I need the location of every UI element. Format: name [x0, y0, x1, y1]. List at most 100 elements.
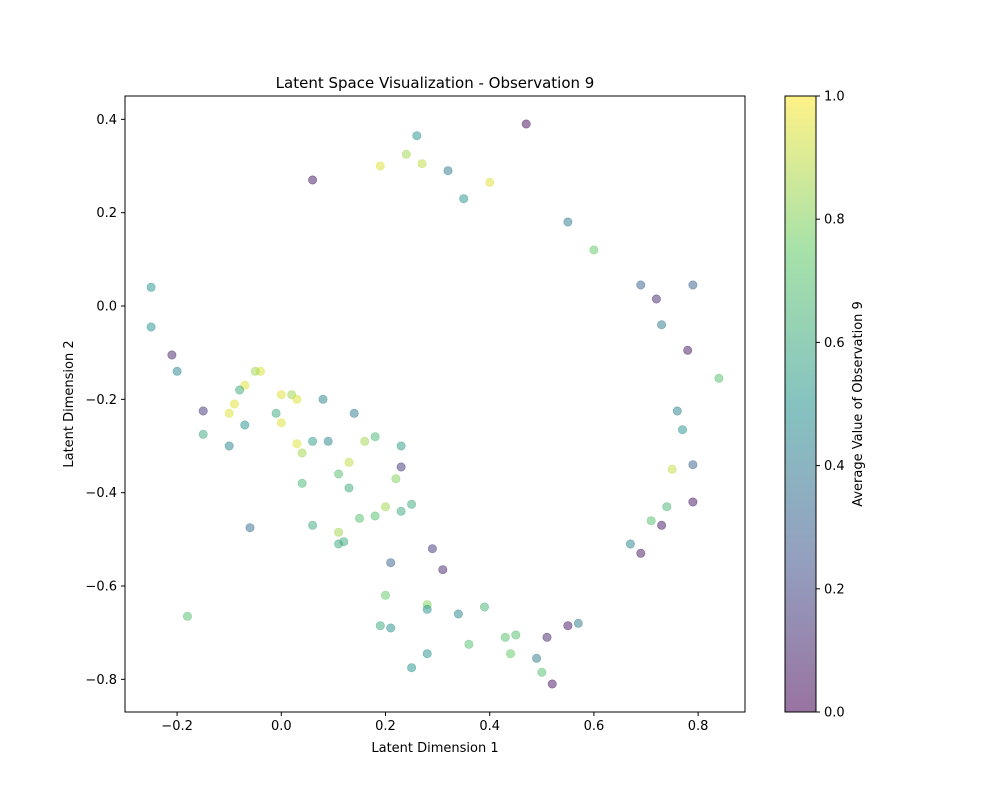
scatter-point — [334, 469, 344, 479]
scatter-point — [636, 548, 646, 558]
scatter-point — [589, 245, 599, 255]
scatter-point — [714, 373, 724, 383]
colorbar-tick-label: 0.2 — [824, 582, 845, 597]
scatter-point — [380, 502, 390, 512]
scatter-point — [396, 441, 406, 451]
colorbar-tick-label: 0.0 — [824, 706, 845, 721]
scatter-point — [360, 436, 370, 446]
scatter-point — [422, 649, 432, 659]
scatter-point — [276, 390, 286, 400]
scatter-point — [271, 408, 281, 418]
x-axis-label: Latent Dimension 1 — [371, 741, 498, 756]
scatter-point — [412, 131, 422, 141]
y-tick-label: −0.2 — [85, 393, 117, 408]
scatter-point — [334, 527, 344, 537]
scatter-point — [235, 385, 245, 395]
scatter-point — [146, 322, 156, 332]
scatter-point — [344, 483, 354, 493]
scatter-point — [172, 366, 182, 376]
scatter-point — [146, 282, 156, 292]
scatter-point — [422, 604, 432, 614]
plot-area — [124, 95, 746, 713]
scatter-point — [292, 439, 302, 449]
x-tick-label: 0.0 — [271, 719, 292, 734]
scatter-point — [532, 653, 542, 663]
scatter-point — [386, 558, 396, 568]
scatter-point — [521, 119, 531, 129]
scatter-point — [677, 425, 687, 435]
colorbar-ticks: 0.0 0.2 0.4 0.6 0.8 1.0 — [816, 90, 845, 721]
chart-title: Latent Space Visualization - Observation… — [276, 74, 595, 92]
scatter-point — [349, 408, 359, 418]
scatter-point — [657, 320, 667, 330]
scatter-point — [344, 457, 354, 467]
x-tick-label: 0.6 — [584, 719, 605, 734]
scatter-point — [547, 679, 557, 689]
y-tick-label: 0.0 — [96, 300, 117, 315]
scatter-point — [542, 632, 552, 642]
scatter-point — [396, 462, 406, 472]
scatter-point — [229, 399, 239, 409]
colorbar-tick-label: 0.6 — [824, 336, 845, 351]
scatter-point — [500, 632, 510, 642]
scatter-point — [438, 565, 448, 575]
scatter-point — [224, 441, 234, 451]
x-tick-label: −0.2 — [161, 719, 193, 734]
scatter-point — [479, 602, 489, 612]
scatter-point — [250, 366, 260, 376]
scatter-point — [407, 663, 417, 673]
scatter-point — [292, 394, 302, 404]
scatter-point — [386, 623, 396, 633]
scatter-point — [401, 149, 411, 159]
x-tick-label: 0.2 — [375, 719, 396, 734]
colorbar: 0.0 0.2 0.4 0.6 0.8 1.0 Average Value of Obse… — [784, 90, 866, 721]
scatter-point — [464, 639, 474, 649]
scatter-point — [198, 429, 208, 439]
y-tick-label: −0.4 — [85, 486, 117, 501]
y-tick-label: 0.4 — [96, 113, 117, 128]
scatter-point — [563, 621, 573, 631]
scatter-point — [380, 590, 390, 600]
scatter-points — [146, 119, 724, 689]
scatter-point — [657, 520, 667, 530]
scatter-point — [537, 667, 547, 677]
y-tick-label: 0.2 — [96, 206, 117, 221]
scatter-point — [636, 280, 646, 290]
scatter-point — [240, 420, 250, 430]
y-tick-label: −0.8 — [85, 673, 117, 688]
x-tick-label: 0.4 — [479, 719, 500, 734]
scatter-point — [323, 436, 333, 446]
scatter-point — [672, 406, 682, 416]
scatter-point — [370, 511, 380, 521]
colorbar-gradient — [785, 96, 816, 712]
scatter-point — [688, 280, 698, 290]
scatter-point — [308, 175, 318, 185]
scatter-point — [646, 516, 656, 526]
scatter-point — [375, 161, 385, 171]
scatter-point — [651, 294, 661, 304]
scatter-point — [224, 408, 234, 418]
plot-frame — [124, 95, 746, 713]
scatter-point — [459, 194, 469, 204]
scatter-point — [453, 609, 463, 619]
scatter-point — [308, 436, 318, 446]
y-tick-label: −0.6 — [85, 580, 117, 595]
scatter-point — [391, 474, 401, 484]
colorbar-label: Average Value of Observation 9 — [851, 301, 866, 507]
scatter-point — [417, 159, 427, 169]
scatter-point — [370, 432, 380, 442]
scatter-point — [198, 406, 208, 416]
scatter-point — [183, 611, 193, 621]
scatter-point — [683, 345, 693, 355]
scatter-point — [485, 177, 495, 187]
x-axis: −0.2 0.0 0.2 0.4 0.6 0.8 — [161, 712, 708, 734]
scatter-point — [407, 499, 417, 509]
y-axis: −0.8 −0.6 −0.4 −0.2 0.0 0.2 0.4 — [85, 113, 125, 688]
scatter-point — [662, 502, 672, 512]
scatter-point — [396, 506, 406, 516]
scatter-point — [308, 520, 318, 530]
scatter-point — [625, 539, 635, 549]
colorbar-tick-label: 0.4 — [824, 459, 845, 474]
colorbar-frame — [784, 95, 817, 713]
